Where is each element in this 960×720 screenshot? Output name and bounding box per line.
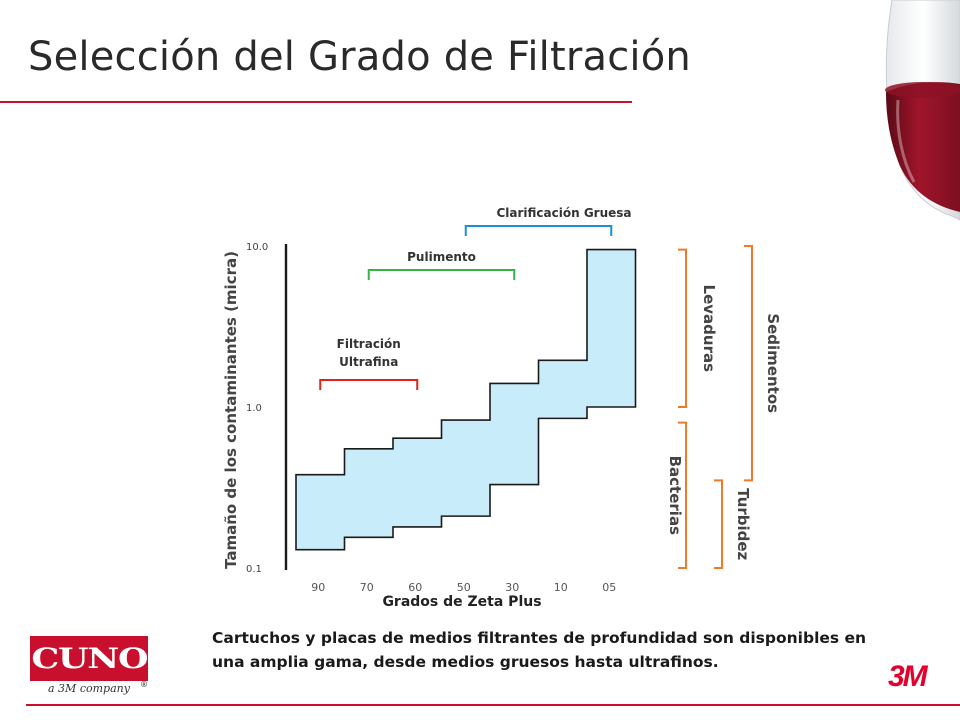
slide-title: Selección del Grado de Filtración bbox=[28, 34, 691, 80]
cuno-logo-box: CUNO bbox=[30, 636, 148, 681]
3m-logo: 3M bbox=[888, 660, 928, 693]
wine-glass-image bbox=[885, 0, 960, 221]
y-tick-label: 1.0 bbox=[246, 403, 262, 414]
grade-range-label: Pulimento bbox=[407, 250, 476, 264]
contaminant-label: Levaduras bbox=[700, 285, 718, 373]
x-tick-label: 30 bbox=[505, 581, 519, 594]
contaminant-bracket bbox=[678, 421, 687, 569]
x-tick-label: 70 bbox=[360, 581, 374, 594]
cuno-registered-mark: ® bbox=[140, 680, 148, 689]
contaminant-bracket bbox=[714, 479, 723, 569]
x-tick-label: 10 bbox=[554, 581, 568, 594]
contaminant-bracket bbox=[678, 248, 687, 408]
grade-range-bracket bbox=[319, 379, 419, 390]
grade-range-bracket bbox=[367, 269, 516, 280]
grade-range-label: Filtración bbox=[337, 337, 401, 351]
grade-range-bracket bbox=[464, 225, 613, 236]
title-divider bbox=[0, 101, 632, 103]
contaminant-label: Turbidez bbox=[734, 488, 752, 560]
contaminant-label: Sedimentos bbox=[764, 313, 782, 413]
footer-divider bbox=[26, 704, 960, 706]
contaminant-label: Bacterias bbox=[666, 456, 684, 535]
cuno-logo-subtitle: a 3M company bbox=[48, 682, 130, 695]
grade-range-label: Clarificación Gruesa bbox=[496, 206, 631, 220]
y-tick-label: 0.1 bbox=[246, 564, 262, 575]
caption-text: Cartuchos y placas de medios filtrantes … bbox=[212, 629, 867, 671]
x-tick-label: 60 bbox=[408, 581, 422, 594]
x-axis-title: Grados de Zeta Plus bbox=[382, 594, 541, 610]
x-tick-label: 50 bbox=[457, 581, 471, 594]
y-tick-label: 10.0 bbox=[246, 242, 268, 253]
y-axis-title: Tamaño de los contaminantes (micra) bbox=[222, 251, 240, 569]
cuno-logo: CUNO ® a 3M company bbox=[30, 636, 148, 698]
grade-range-band bbox=[295, 248, 637, 551]
grade-range-label: Ultrafina bbox=[339, 355, 398, 369]
contaminant-bracket bbox=[744, 245, 753, 482]
x-tick-label: 05 bbox=[602, 581, 616, 594]
cuno-logo-word: CUNO bbox=[31, 642, 148, 675]
x-tick-label: 90 bbox=[311, 581, 325, 594]
